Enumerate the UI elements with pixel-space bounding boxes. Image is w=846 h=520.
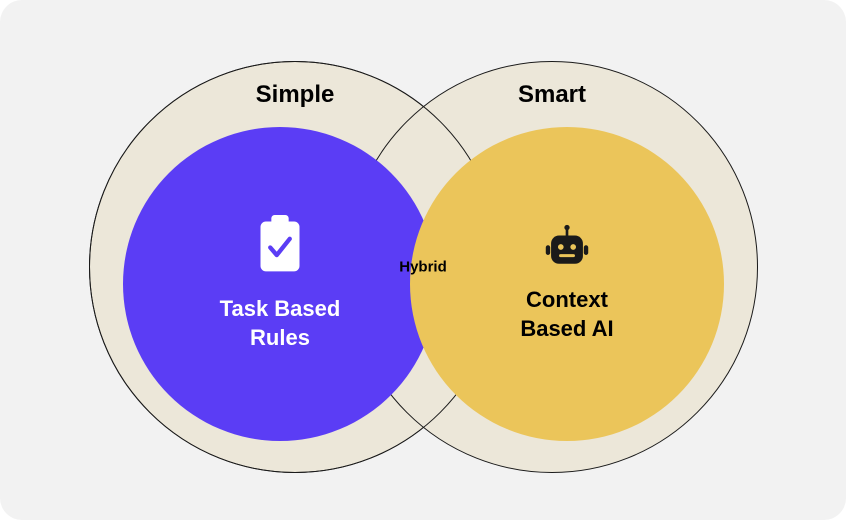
right-inner-label: Context Based AI <box>520 285 613 344</box>
right-outer-title: Smart <box>452 81 652 109</box>
right-inner-circle: Context Based AI <box>410 127 724 441</box>
intersection-label: Hybrid <box>399 259 447 276</box>
left-inner-circle: Task Based Rules <box>123 127 437 441</box>
robot-icon <box>544 224 590 266</box>
left-outer-title: Simple <box>195 81 395 109</box>
clipboard-check-icon <box>254 215 306 276</box>
venn-diagram: Task Based Rules Context Based AI Simple… <box>0 0 846 520</box>
left-inner-label: Task Based Rules <box>220 294 341 353</box>
